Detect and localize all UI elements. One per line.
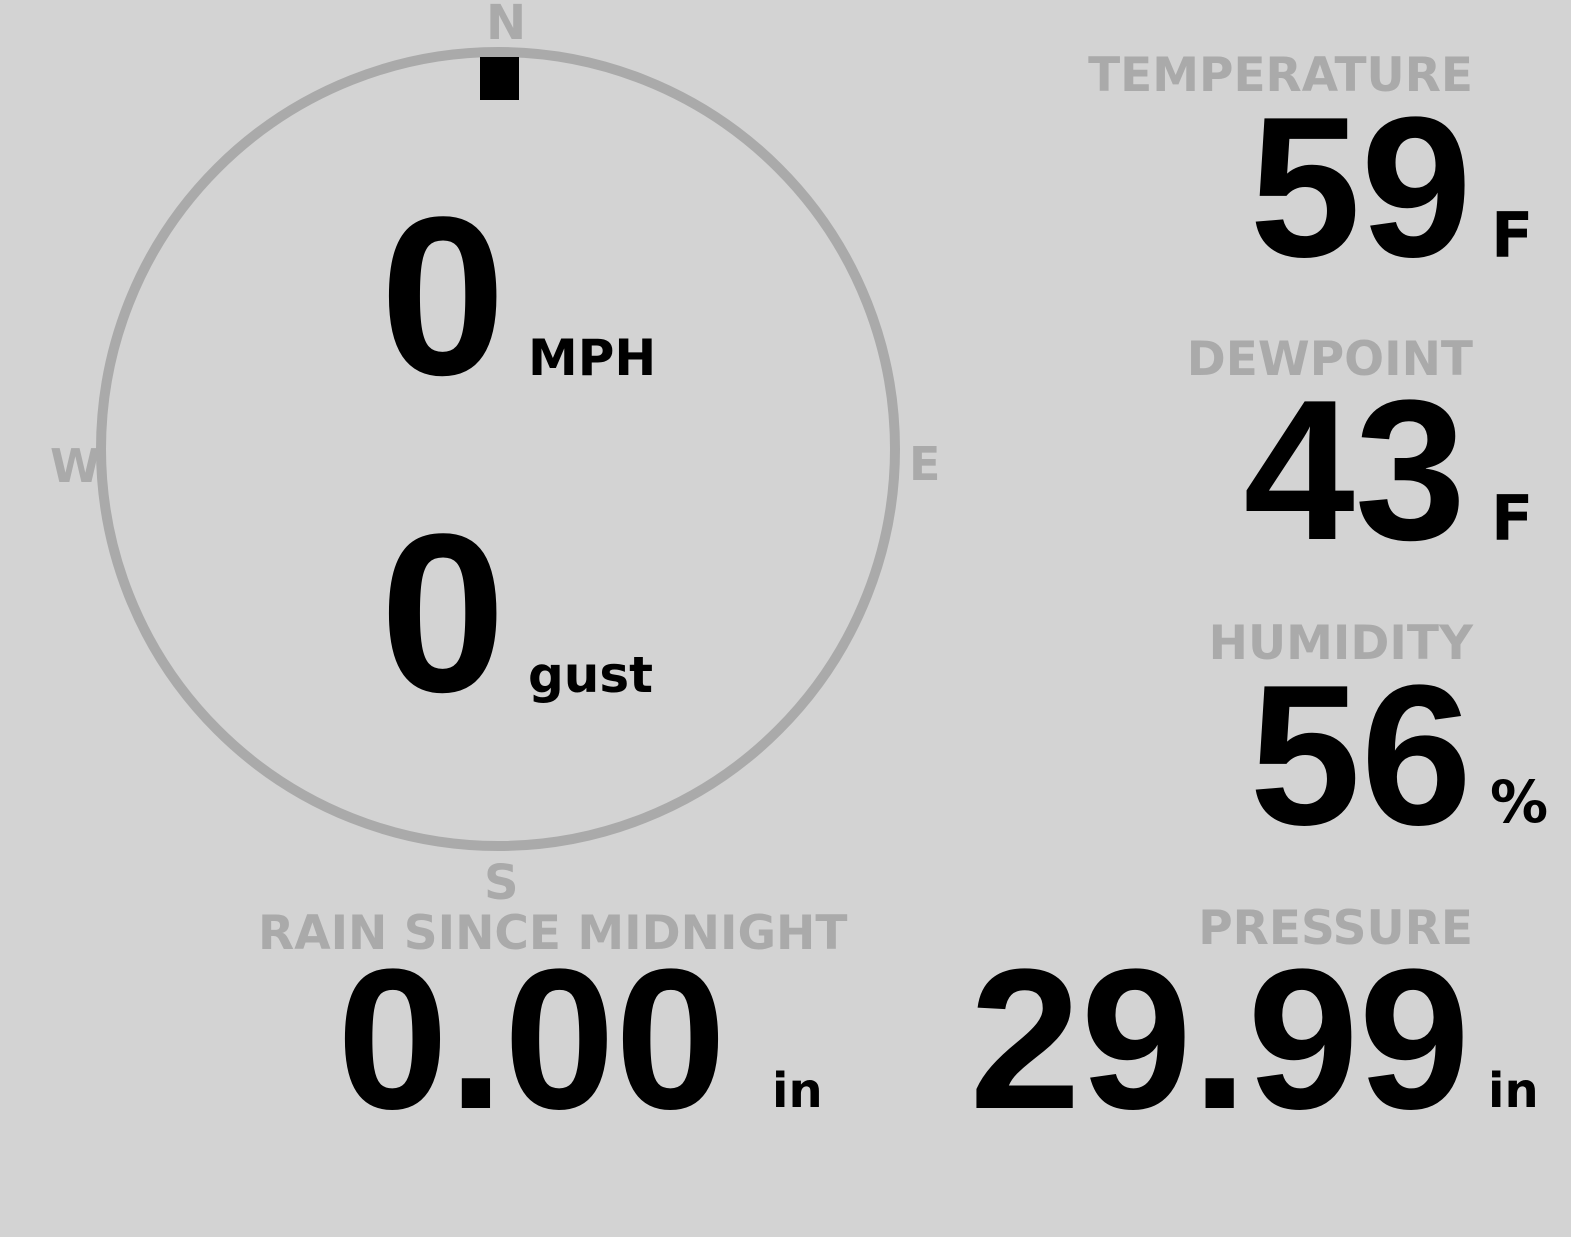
compass-ring — [96, 47, 900, 851]
compass-west-label: W — [50, 439, 101, 493]
dewpoint-unit: F — [1491, 482, 1534, 555]
compass-north-label: N — [486, 0, 527, 51]
humidity-label: HUMIDITY — [1208, 616, 1473, 671]
dewpoint-label: DEWPOINT — [1186, 332, 1473, 387]
temperature-label: TEMPERATURE — [1088, 48, 1473, 103]
wind-compass — [96, 47, 900, 851]
wind-gust-unit: gust — [528, 646, 654, 704]
pressure-unit: in — [1488, 1063, 1539, 1119]
wind-speed-unit: MPH — [528, 329, 657, 387]
wind-speed-value: 0 — [380, 169, 506, 422]
dewpoint-value: 43 — [1243, 359, 1466, 582]
temperature-unit: F — [1491, 199, 1534, 272]
wind-direction-marker — [480, 57, 519, 100]
rain-unit: in — [772, 1063, 823, 1119]
temperature-value: 59 — [1249, 76, 1472, 299]
compass-east-label: E — [909, 437, 941, 491]
wind-gust-value: 0 — [380, 486, 506, 739]
pressure-value: 29.99 — [969, 928, 1471, 1151]
humidity-unit: % — [1490, 768, 1549, 836]
pressure-label: PRESSURE — [1198, 901, 1473, 956]
humidity-value: 56 — [1249, 644, 1472, 867]
rain-value: 0.00 — [337, 928, 727, 1151]
rain-label: RAIN SINCE MIDNIGHT — [258, 906, 848, 961]
compass-south-label: S — [484, 855, 519, 911]
